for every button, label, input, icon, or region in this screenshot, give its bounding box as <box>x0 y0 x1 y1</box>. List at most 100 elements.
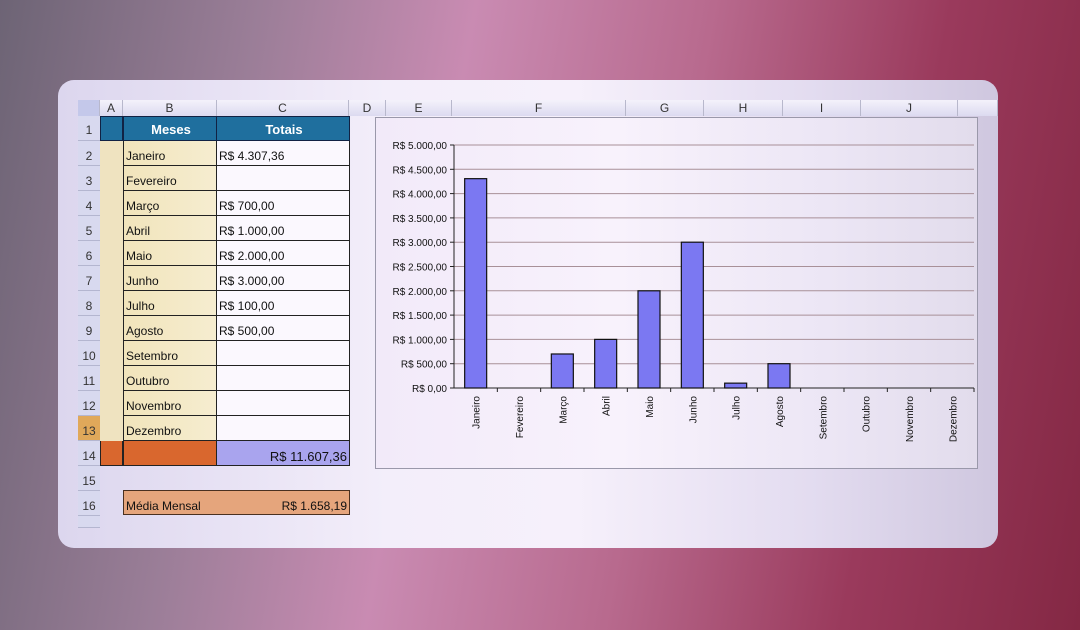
row-header-7[interactable]: 7 <box>78 266 100 291</box>
y-tick-label: R$ 2.000,00 <box>393 287 448 298</box>
month-cell[interactable]: Agosto <box>123 316 217 341</box>
y-tick-label: R$ 4.000,00 <box>393 190 448 201</box>
spreadsheet-grid: R$ 0,00 R$ 500,00 R$ 1.000,00 R$ 1.500,00 R$… <box>58 80 998 548</box>
month-cell[interactable]: Junho <box>123 266 217 291</box>
row-header-15[interactable]: 15 <box>78 466 100 491</box>
y-tick-label: R$ 1.000,00 <box>393 335 448 346</box>
column-header-G[interactable]: G <box>626 100 704 116</box>
row-header-16[interactable]: 16 <box>78 491 100 516</box>
cell-A6[interactable] <box>100 241 123 266</box>
column-header-I[interactable]: I <box>783 100 861 116</box>
row-header-2[interactable]: 2 <box>78 141 100 166</box>
bar-Julho <box>724 382 748 389</box>
x-tick-label: Junho <box>688 396 699 424</box>
total-cell[interactable]: R$ 3.000,00 <box>217 266 350 291</box>
average-row[interactable]: Média Mensal R$ 1.658,19 <box>123 490 350 515</box>
header-totais[interactable]: Totais <box>217 116 350 141</box>
month-cell[interactable]: Dezembro <box>123 416 217 441</box>
x-tick-label: Janeiro <box>472 396 483 429</box>
row-header-13[interactable]: 13 <box>78 416 100 441</box>
total-cell[interactable] <box>217 341 350 366</box>
x-tick-label: Outubro <box>862 396 873 433</box>
cell-A13[interactable] <box>100 416 123 441</box>
column-header-C[interactable]: C <box>217 100 349 116</box>
cell-A3[interactable] <box>100 166 123 191</box>
total-cell[interactable]: R$ 4.307,36 <box>217 141 350 166</box>
x-tick-label: Abril <box>602 396 613 416</box>
cell-A11[interactable] <box>100 366 123 391</box>
x-tick-label: Julho <box>732 396 743 420</box>
sum-cell[interactable]: R$ 11.607,36 <box>217 441 350 466</box>
cell-A10[interactable] <box>100 341 123 366</box>
row-header-9[interactable]: 9 <box>78 316 100 341</box>
y-tick-label: R$ 5.000,00 <box>393 141 448 152</box>
row-header-6[interactable]: 6 <box>78 241 100 266</box>
row-header-11[interactable]: 11 <box>78 366 100 391</box>
y-tick-label: R$ 500,00 <box>401 360 448 371</box>
month-cell[interactable]: Janeiro <box>123 141 217 166</box>
spreadsheet-card: R$ 0,00 R$ 500,00 R$ 1.000,00 R$ 1.500,00 R$… <box>58 80 998 548</box>
bar-Junho <box>680 241 704 389</box>
row-header-5[interactable]: 5 <box>78 216 100 241</box>
cell-B14[interactable] <box>123 441 217 466</box>
cell-A8[interactable] <box>100 291 123 316</box>
cell-A4[interactable] <box>100 191 123 216</box>
total-cell[interactable]: R$ 1.000,00 <box>217 216 350 241</box>
bar-chart[interactable]: R$ 0,00 R$ 500,00 R$ 1.000,00 R$ 1.500,00 R$… <box>375 117 978 469</box>
average-label: Média Mensal <box>126 499 201 513</box>
x-tick-label: Agosto <box>775 396 786 428</box>
row-header-8[interactable]: 8 <box>78 291 100 316</box>
select-all-button[interactable] <box>78 100 100 116</box>
x-tick-label: Novembro <box>905 396 916 443</box>
bar-Maio <box>637 290 661 389</box>
x-tick-label: Fevereiro <box>515 396 526 439</box>
column-header-extra[interactable] <box>958 100 998 116</box>
total-cell[interactable] <box>217 416 350 441</box>
row-header-4[interactable]: 4 <box>78 191 100 216</box>
y-tick-label: R$ 3.000,00 <box>393 238 448 249</box>
cell-A9[interactable] <box>100 316 123 341</box>
x-tick-label: Dezembro <box>948 396 959 443</box>
average-value: R$ 1.658,19 <box>281 499 347 513</box>
total-cell[interactable]: R$ 500,00 <box>217 316 350 341</box>
column-header-F[interactable]: F <box>452 100 626 116</box>
row-header-1[interactable]: 1 <box>78 116 100 141</box>
column-header-J[interactable]: J <box>861 100 958 116</box>
column-header-A[interactable]: A <box>100 100 123 116</box>
column-header-E[interactable]: E <box>386 100 452 116</box>
bar-Abril <box>594 338 618 389</box>
row-header-14[interactable]: 14 <box>78 441 100 466</box>
header-meses[interactable]: Meses <box>123 116 217 141</box>
total-cell[interactable] <box>217 366 350 391</box>
cell-A12[interactable] <box>100 391 123 416</box>
cell-A14[interactable] <box>100 441 123 466</box>
total-cell[interactable]: R$ 100,00 <box>217 291 350 316</box>
total-cell[interactable] <box>217 391 350 416</box>
total-cell[interactable]: R$ 2.000,00 <box>217 241 350 266</box>
cell-A7[interactable] <box>100 266 123 291</box>
column-header-H[interactable]: H <box>704 100 783 116</box>
month-cell[interactable]: Julho <box>123 291 217 316</box>
row-header-12[interactable]: 12 <box>78 391 100 416</box>
chart-svg: R$ 0,00 R$ 500,00 R$ 1.000,00 R$ 1.500,00 R$… <box>393 141 975 443</box>
month-cell[interactable]: Setembro <box>123 341 217 366</box>
month-cell[interactable]: Outubro <box>123 366 217 391</box>
cell-A5[interactable] <box>100 216 123 241</box>
month-cell[interactable]: Março <box>123 191 217 216</box>
total-cell[interactable]: R$ 700,00 <box>217 191 350 216</box>
column-header-D[interactable]: D <box>349 100 386 116</box>
row-header-3[interactable]: 3 <box>78 166 100 191</box>
y-tick-label: R$ 3.500,00 <box>393 214 448 225</box>
month-cell[interactable]: Maio <box>123 241 217 266</box>
month-cell[interactable]: Abril <box>123 216 217 241</box>
total-cell[interactable] <box>217 166 350 191</box>
month-cell[interactable]: Fevereiro <box>123 166 217 191</box>
column-header-B[interactable]: B <box>123 100 217 116</box>
month-cell[interactable]: Novembro <box>123 391 217 416</box>
row-header-extra[interactable] <box>78 516 100 528</box>
cell-A1[interactable] <box>100 116 123 141</box>
y-tick-label: R$ 4.500,00 <box>393 165 448 176</box>
bar-Março <box>550 353 574 389</box>
cell-A2[interactable] <box>100 141 123 166</box>
row-header-10[interactable]: 10 <box>78 341 100 366</box>
